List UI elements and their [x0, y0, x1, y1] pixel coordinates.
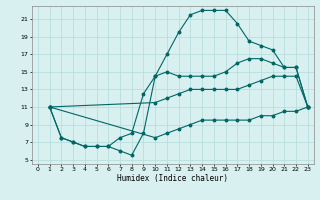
X-axis label: Humidex (Indice chaleur): Humidex (Indice chaleur)	[117, 174, 228, 183]
